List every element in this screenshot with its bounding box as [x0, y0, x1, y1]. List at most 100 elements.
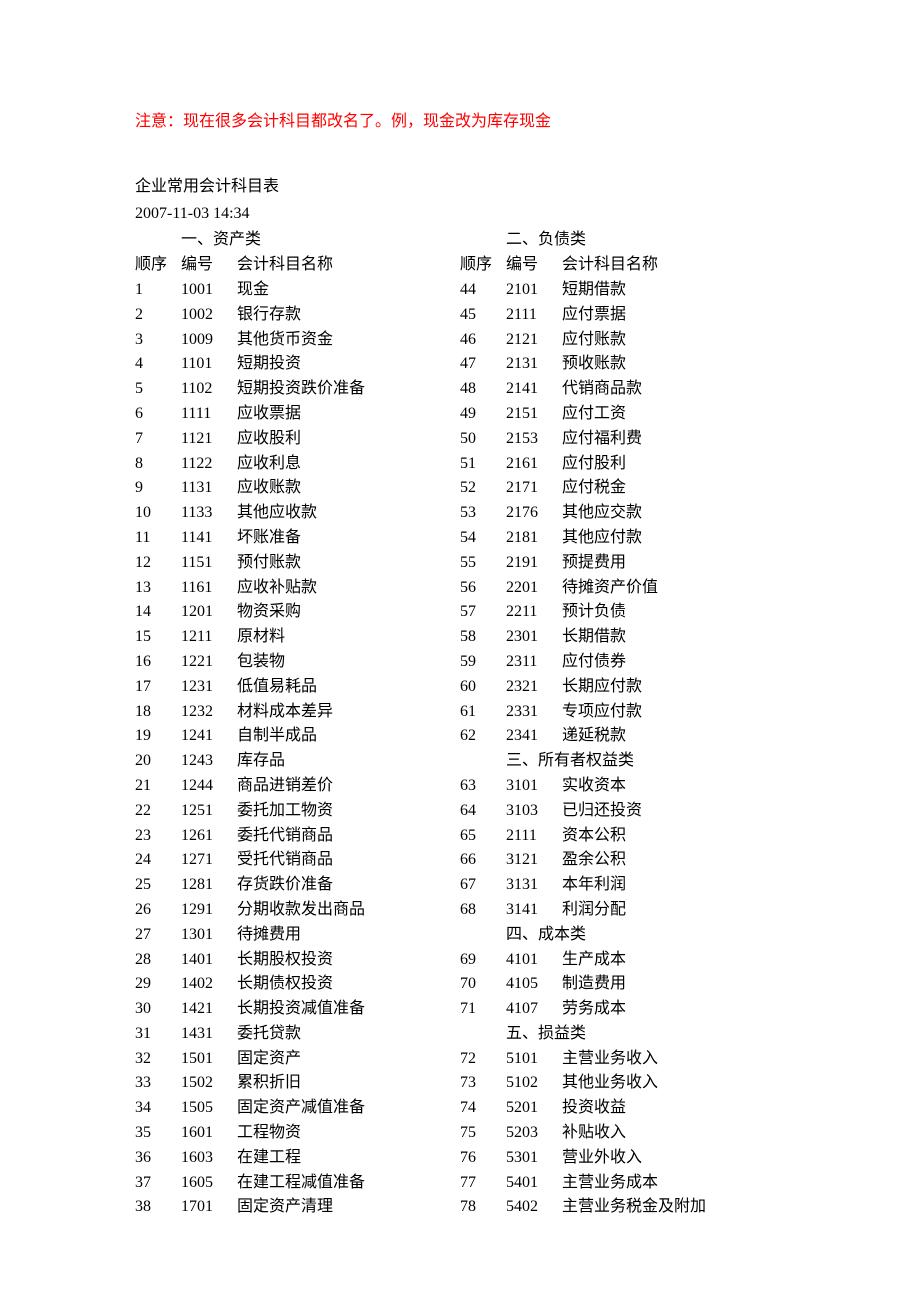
table-row: 31009其他货币资金 [135, 328, 460, 353]
cell-seq: 61 [460, 700, 506, 725]
cell-code: 2301 [506, 625, 562, 650]
cell-seq: 10 [135, 501, 181, 526]
table-row: 735102其他业务收入 [460, 1071, 785, 1096]
cell-name: 应付工资 [562, 402, 785, 427]
table-row: 502153应付福利费 [460, 427, 785, 452]
cell-seq: 26 [135, 898, 181, 923]
cell-code: 2341 [506, 724, 562, 749]
cell-seq: 11 [135, 526, 181, 551]
cell-seq: 73 [460, 1071, 506, 1096]
cell-name: 投资收益 [562, 1096, 785, 1121]
cell-code: 2331 [506, 700, 562, 725]
section-5-label: 五、损益类 [506, 1022, 785, 1047]
cell-code: 3101 [506, 774, 562, 799]
cell-seq: 18 [135, 700, 181, 725]
cell-seq: 75 [460, 1121, 506, 1146]
section-heading-pl: 五、损益类 [460, 1022, 785, 1047]
cell-name: 预付账款 [237, 551, 460, 576]
table-row: 622341递延税款 [460, 724, 785, 749]
cell-seq: 72 [460, 1047, 506, 1072]
cell-code: 1221 [181, 650, 237, 675]
cell-code: 1211 [181, 625, 237, 650]
table-row: 572211预计负债 [460, 600, 785, 625]
table-row: 221251委托加工物资 [135, 799, 460, 824]
cell-name: 预计负债 [562, 600, 785, 625]
cell-code: 2161 [506, 452, 562, 477]
cell-seq: 1 [135, 278, 181, 303]
cell-code: 1505 [181, 1096, 237, 1121]
cell-code: 2201 [506, 576, 562, 601]
cell-seq: 31 [135, 1022, 181, 1047]
cell-seq: 47 [460, 352, 506, 377]
cell-seq: 74 [460, 1096, 506, 1121]
cell-name: 补贴收入 [562, 1121, 785, 1146]
cell-seq: 52 [460, 476, 506, 501]
cell-name: 委托代销商品 [237, 824, 460, 849]
cell-seq: 56 [460, 576, 506, 601]
cell-code: 1111 [181, 402, 237, 427]
cell-seq: 45 [460, 303, 506, 328]
cell-seq: 60 [460, 675, 506, 700]
cell-code: 1251 [181, 799, 237, 824]
cell-name: 递延税款 [562, 724, 785, 749]
cell-name: 主营业务税金及附加 [562, 1195, 785, 1220]
table-row: 71121应收股利 [135, 427, 460, 452]
header-code: 编号 [506, 253, 562, 278]
cell-name: 原材料 [237, 625, 460, 650]
cell-name: 实收资本 [562, 774, 785, 799]
table-row: 745201投资收益 [460, 1096, 785, 1121]
cell-name: 资本公积 [562, 824, 785, 849]
cell-code: 1603 [181, 1146, 237, 1171]
cell-code: 5401 [506, 1171, 562, 1196]
header-seq: 顺序 [135, 253, 181, 278]
table-row: 331502累积折旧 [135, 1071, 460, 1096]
cell-seq: 69 [460, 948, 506, 973]
table-row: 522171应付税金 [460, 476, 785, 501]
cell-code: 2153 [506, 427, 562, 452]
cell-code: 1101 [181, 352, 237, 377]
cell-code: 1232 [181, 700, 237, 725]
cell-seq: 70 [460, 972, 506, 997]
cell-seq: 36 [135, 1146, 181, 1171]
cell-name: 长期借款 [562, 625, 785, 650]
cell-code: 1231 [181, 675, 237, 700]
table-row: 91131应收账款 [135, 476, 460, 501]
cell-code: 1421 [181, 997, 237, 1022]
cell-name: 应收股利 [237, 427, 460, 452]
table-row: 101133其他应收款 [135, 501, 460, 526]
table-row: 151211原材料 [135, 625, 460, 650]
cell-name: 预收账款 [562, 352, 785, 377]
cell-seq: 53 [460, 501, 506, 526]
cell-code: 1271 [181, 848, 237, 873]
cell-name: 分期收款发出商品 [237, 898, 460, 923]
table-row: 472131预收账款 [460, 352, 785, 377]
cell-seq: 3 [135, 328, 181, 353]
cell-name: 应收补贴款 [237, 576, 460, 601]
cell-seq: 66 [460, 848, 506, 873]
equity-rows: 633101实收资本643103已归还投资652111资本公积663121盈余公… [460, 774, 785, 923]
table-row: 281401长期股权投资 [135, 948, 460, 973]
cell-name: 待摊费用 [237, 923, 460, 948]
cell-seq: 49 [460, 402, 506, 427]
table-row: 111141坏账准备 [135, 526, 460, 551]
table-row: 512161应付股利 [460, 452, 785, 477]
cell-name: 其他货币资金 [237, 328, 460, 353]
cell-code: 5102 [506, 1071, 562, 1096]
cell-name: 其他应收款 [237, 501, 460, 526]
cell-code: 1301 [181, 923, 237, 948]
cell-seq: 55 [460, 551, 506, 576]
cell-name: 长期应付款 [562, 675, 785, 700]
table-row: 131161应收补贴款 [135, 576, 460, 601]
cell-seq: 8 [135, 452, 181, 477]
cell-code: 2181 [506, 526, 562, 551]
table-row: 171231低值易耗品 [135, 675, 460, 700]
table-row: 542181其他应付款 [460, 526, 785, 551]
cell-code: 1141 [181, 526, 237, 551]
cell-code: 1121 [181, 427, 237, 452]
cell-code: 3121 [506, 848, 562, 873]
cell-code: 1502 [181, 1071, 237, 1096]
cell-code: 1002 [181, 303, 237, 328]
cell-seq: 29 [135, 972, 181, 997]
cell-name: 盈余公积 [562, 848, 785, 873]
cell-code: 2141 [506, 377, 562, 402]
